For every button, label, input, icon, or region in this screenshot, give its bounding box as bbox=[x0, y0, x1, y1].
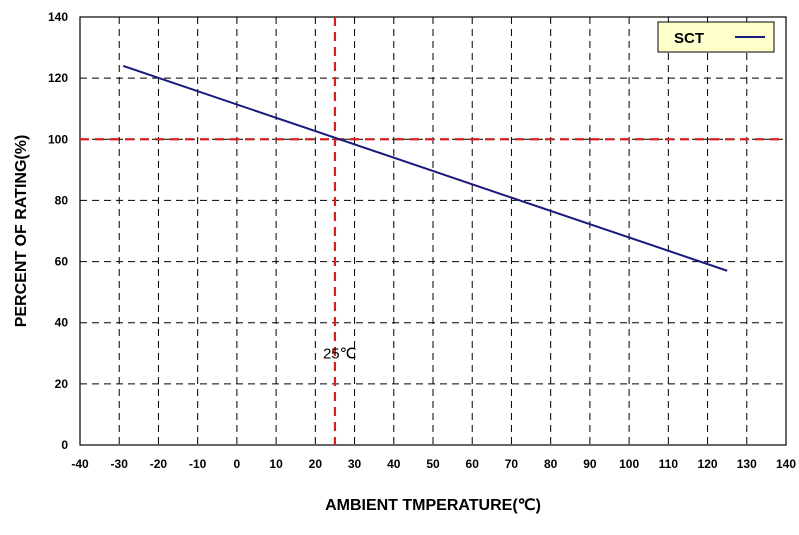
y-tick-label: 140 bbox=[48, 10, 68, 24]
x-tick-label: 80 bbox=[544, 457, 558, 471]
y-tick-label: 20 bbox=[55, 377, 69, 391]
x-tick-label: 110 bbox=[659, 457, 679, 471]
x-tick-label: 20 bbox=[309, 457, 323, 471]
annotation-label: 25℃ bbox=[323, 345, 357, 362]
x-tick-label: -40 bbox=[71, 457, 89, 471]
y-tick-labels: 0 20 40 60 80 100 120 140 bbox=[48, 10, 68, 452]
legend: SCT bbox=[657, 21, 775, 53]
y-tick-label: 40 bbox=[55, 316, 69, 330]
x-tick-label: 50 bbox=[426, 457, 440, 471]
x-tick-label: 140 bbox=[776, 457, 796, 471]
plot-frame bbox=[79, 16, 787, 446]
x-tick-label: 100 bbox=[619, 457, 639, 471]
y-tick-label: 80 bbox=[55, 193, 69, 207]
legend-label-sct: SCT bbox=[674, 30, 704, 47]
y-tick-label: 0 bbox=[61, 438, 68, 452]
x-tick-label: 130 bbox=[737, 457, 757, 471]
y-axis-title: PERCENT OF RATING(%) bbox=[13, 135, 30, 328]
y-tick-label: 100 bbox=[48, 132, 68, 146]
x-tick-label: 10 bbox=[269, 457, 283, 471]
series-line-sct bbox=[122, 64, 728, 272]
x-tick-label: 60 bbox=[466, 457, 480, 471]
reference-lines bbox=[80, 17, 786, 445]
x-tick-label: 30 bbox=[348, 457, 362, 471]
grid bbox=[80, 17, 786, 445]
y-tick-label: 120 bbox=[48, 71, 68, 85]
x-axis-title: AMBIENT TMPERATURE(℃) bbox=[325, 497, 541, 514]
x-tick-labels: -40 -30 -20 -10 0 10 20 30 40 50 60 70 80 90 100 110 120… bbox=[71, 457, 796, 471]
x-tick-label: -30 bbox=[111, 457, 129, 471]
x-tick-label: 90 bbox=[583, 457, 597, 471]
annotations: 25℃ bbox=[323, 345, 357, 362]
y-tick-label: 60 bbox=[55, 255, 69, 269]
x-tick-label: 40 bbox=[387, 457, 401, 471]
x-tick-label: -10 bbox=[189, 457, 207, 471]
x-tick-label: 120 bbox=[698, 457, 718, 471]
series-group bbox=[122, 64, 728, 272]
x-tick-label: 70 bbox=[505, 457, 519, 471]
x-tick-label: -20 bbox=[150, 457, 168, 471]
x-tick-label: 0 bbox=[234, 457, 241, 471]
